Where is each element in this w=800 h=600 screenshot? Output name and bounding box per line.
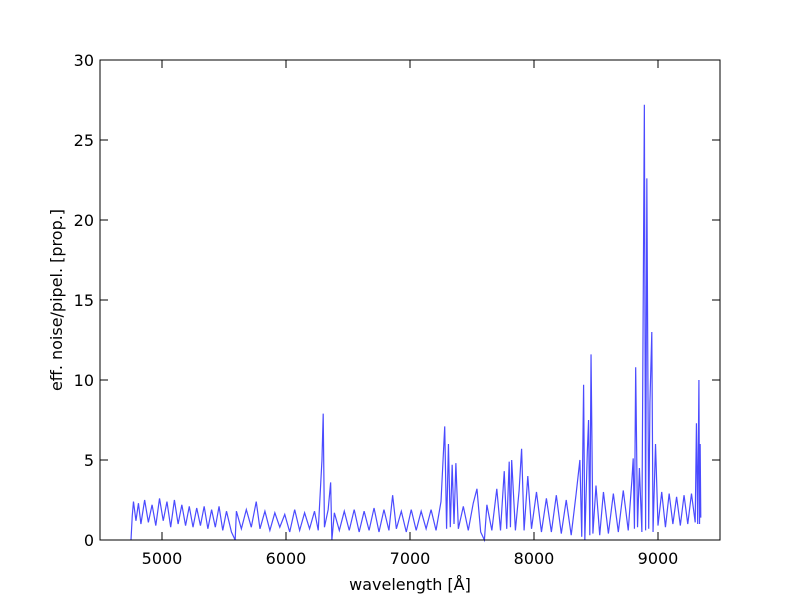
x-tick-label: 8000 — [514, 549, 555, 568]
y-tick-label: 20 — [74, 211, 94, 230]
y-tick-label: 30 — [74, 51, 94, 70]
y-tick-label: 25 — [74, 131, 94, 150]
data-line — [130, 104, 702, 543]
x-tick-label: 6000 — [266, 549, 307, 568]
x-axis-label: wavelength [Å] — [349, 575, 471, 594]
y-tick-label: 5 — [84, 451, 94, 470]
x-tick-label: 5000 — [142, 549, 183, 568]
y-axis-label: eff. noise/pipel. [prop.] — [47, 209, 66, 391]
y-tick-label: 0 — [84, 531, 94, 550]
y-tick-label: 15 — [74, 291, 94, 310]
y-tick-label: 10 — [74, 371, 94, 390]
x-tick-label: 7000 — [390, 549, 431, 568]
x-tick-label: 9000 — [638, 549, 679, 568]
